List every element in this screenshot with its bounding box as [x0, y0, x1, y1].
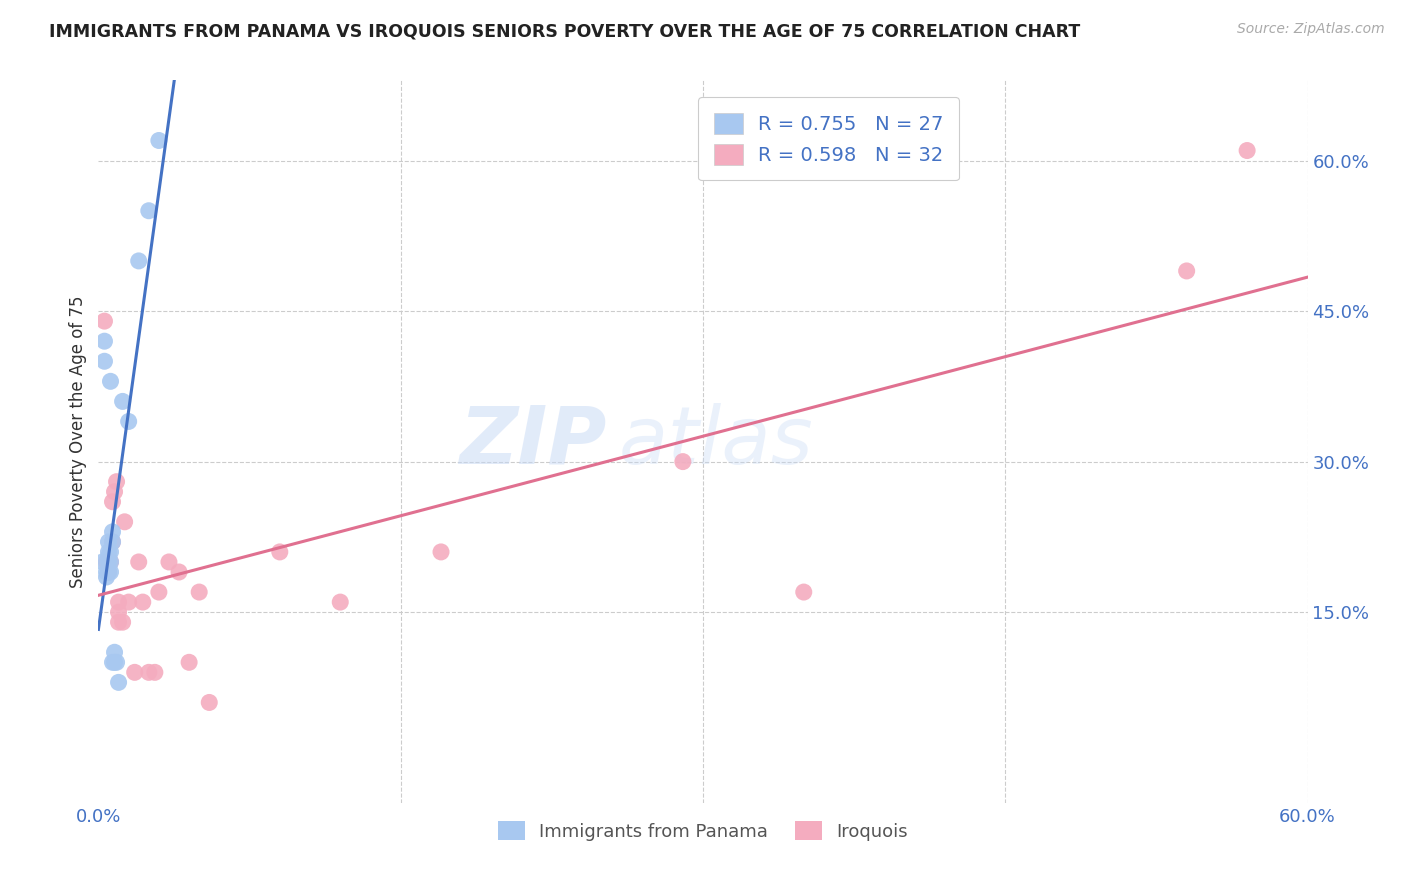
Text: Source: ZipAtlas.com: Source: ZipAtlas.com: [1237, 22, 1385, 37]
Point: [105, 475, 128, 489]
Point: [167, 565, 190, 579]
Point: [101, 535, 124, 549]
Point: [118, 595, 141, 609]
Point: [97, 545, 120, 559]
Point: [128, 254, 150, 268]
Point: [114, 515, 136, 529]
Point: [148, 585, 170, 599]
Point: [107, 675, 129, 690]
Point: [103, 645, 125, 659]
Point: [93, 334, 115, 349]
Point: [124, 665, 146, 680]
Point: [91, 555, 114, 569]
Point: [93, 314, 115, 328]
Point: [198, 696, 221, 710]
Point: [138, 203, 160, 218]
Point: [157, 555, 180, 569]
Legend: Immigrants from Panama, Iroquois: Immigrants from Panama, Iroquois: [491, 814, 915, 848]
Point: [1175, 264, 1198, 278]
Point: [188, 585, 211, 599]
Point: [430, 545, 453, 559]
Point: [96, 570, 118, 584]
Point: [128, 555, 150, 569]
Point: [107, 605, 129, 619]
Point: [97, 565, 120, 579]
Point: [97, 535, 120, 549]
Point: [97, 549, 120, 564]
Point: [100, 565, 122, 579]
Point: [148, 133, 170, 147]
Point: [118, 414, 141, 429]
Point: [111, 615, 134, 630]
Point: [97, 565, 120, 579]
Point: [101, 655, 124, 669]
Point: [111, 394, 134, 409]
Point: [107, 615, 129, 630]
Point: [100, 555, 122, 569]
Text: atlas: atlas: [619, 402, 813, 481]
Point: [101, 494, 124, 508]
Point: [107, 595, 129, 609]
Point: [97, 565, 120, 579]
Point: [329, 595, 352, 609]
Point: [179, 655, 201, 669]
Point: [101, 535, 124, 549]
Point: [101, 524, 124, 539]
Point: [1236, 144, 1258, 158]
Point: [93, 354, 115, 368]
Point: [96, 565, 118, 579]
Text: ZIP: ZIP: [458, 402, 606, 481]
Point: [103, 484, 125, 499]
Point: [96, 555, 118, 569]
Point: [132, 595, 155, 609]
Point: [793, 585, 815, 599]
Point: [138, 665, 160, 680]
Text: IMMIGRANTS FROM PANAMA VS IROQUOIS SENIORS POVERTY OVER THE AGE OF 75 CORRELATIO: IMMIGRANTS FROM PANAMA VS IROQUOIS SENIO…: [49, 22, 1080, 40]
Point: [269, 545, 291, 559]
Point: [105, 655, 128, 669]
Y-axis label: Seniors Poverty Over the Age of 75: Seniors Poverty Over the Age of 75: [69, 295, 87, 588]
Point: [100, 375, 122, 389]
Point: [97, 555, 120, 569]
Point: [672, 455, 695, 469]
Point: [103, 655, 125, 669]
Point: [100, 555, 122, 569]
Point: [100, 545, 122, 559]
Point: [143, 665, 166, 680]
